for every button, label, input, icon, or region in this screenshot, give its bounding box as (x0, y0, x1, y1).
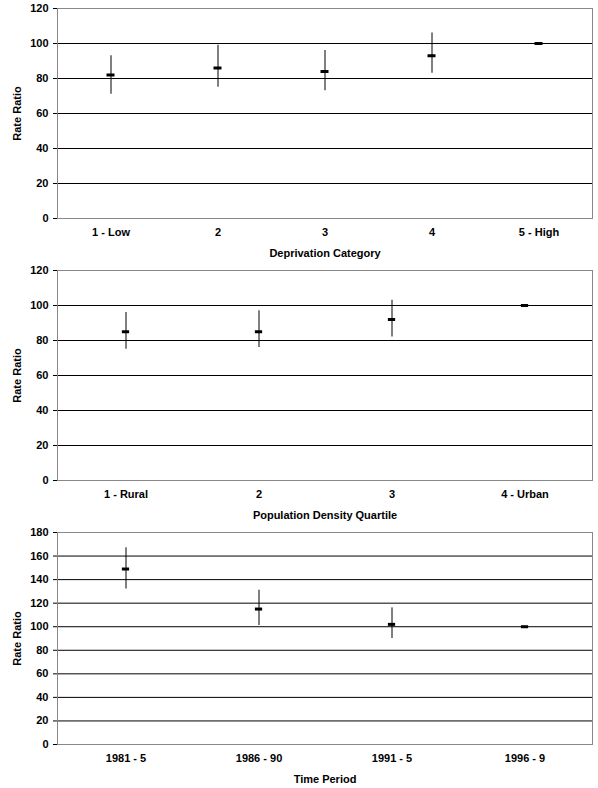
svg-text:80: 80 (36, 72, 48, 84)
svg-text:100: 100 (30, 37, 48, 49)
svg-text:4 - Urban: 4 - Urban (501, 488, 549, 500)
svg-text:0: 0 (42, 474, 48, 486)
svg-text:20: 20 (36, 439, 48, 451)
svg-text:2: 2 (256, 488, 262, 500)
svg-text:2: 2 (215, 226, 221, 238)
svg-text:Time Period: Time Period (294, 773, 357, 785)
svg-text:40: 40 (36, 404, 48, 416)
svg-text:20: 20 (36, 714, 48, 726)
svg-text:1986 - 90: 1986 - 90 (236, 752, 282, 764)
svg-text:0: 0 (42, 738, 48, 750)
svg-text:3: 3 (389, 488, 395, 500)
svg-text:160: 160 (30, 550, 48, 562)
svg-text:Deprivation Category: Deprivation Category (269, 247, 381, 259)
svg-text:Rate Ratio: Rate Ratio (11, 611, 23, 666)
svg-text:140: 140 (30, 573, 48, 585)
svg-text:80: 80 (36, 644, 48, 656)
svg-text:0: 0 (42, 212, 48, 224)
svg-text:120: 120 (30, 597, 48, 609)
svg-text:100: 100 (30, 620, 48, 632)
svg-text:1 - Rural: 1 - Rural (104, 488, 148, 500)
svg-text:60: 60 (36, 667, 48, 679)
svg-text:Rate Ratio: Rate Ratio (11, 86, 23, 141)
svg-text:5 - High: 5 - High (519, 226, 560, 238)
svg-text:1 - Low: 1 - Low (92, 226, 130, 238)
svg-text:120: 120 (30, 2, 48, 14)
svg-text:80: 80 (36, 334, 48, 346)
svg-text:40: 40 (36, 691, 48, 703)
svg-text:60: 60 (36, 107, 48, 119)
svg-text:Population Density Quartile: Population Density Quartile (253, 509, 397, 521)
svg-text:1996 - 9: 1996 - 9 (505, 752, 545, 764)
svg-text:100: 100 (30, 299, 48, 311)
svg-text:1991 - 5: 1991 - 5 (372, 752, 412, 764)
svg-text:40: 40 (36, 142, 48, 154)
svg-text:20: 20 (36, 177, 48, 189)
svg-text:120: 120 (30, 264, 48, 276)
svg-text:1981 - 5: 1981 - 5 (106, 752, 146, 764)
svg-text:3: 3 (322, 226, 328, 238)
svg-text:Rate Ratio: Rate Ratio (11, 348, 23, 403)
svg-text:180: 180 (30, 526, 48, 538)
svg-text:4: 4 (429, 226, 436, 238)
svg-text:60: 60 (36, 369, 48, 381)
